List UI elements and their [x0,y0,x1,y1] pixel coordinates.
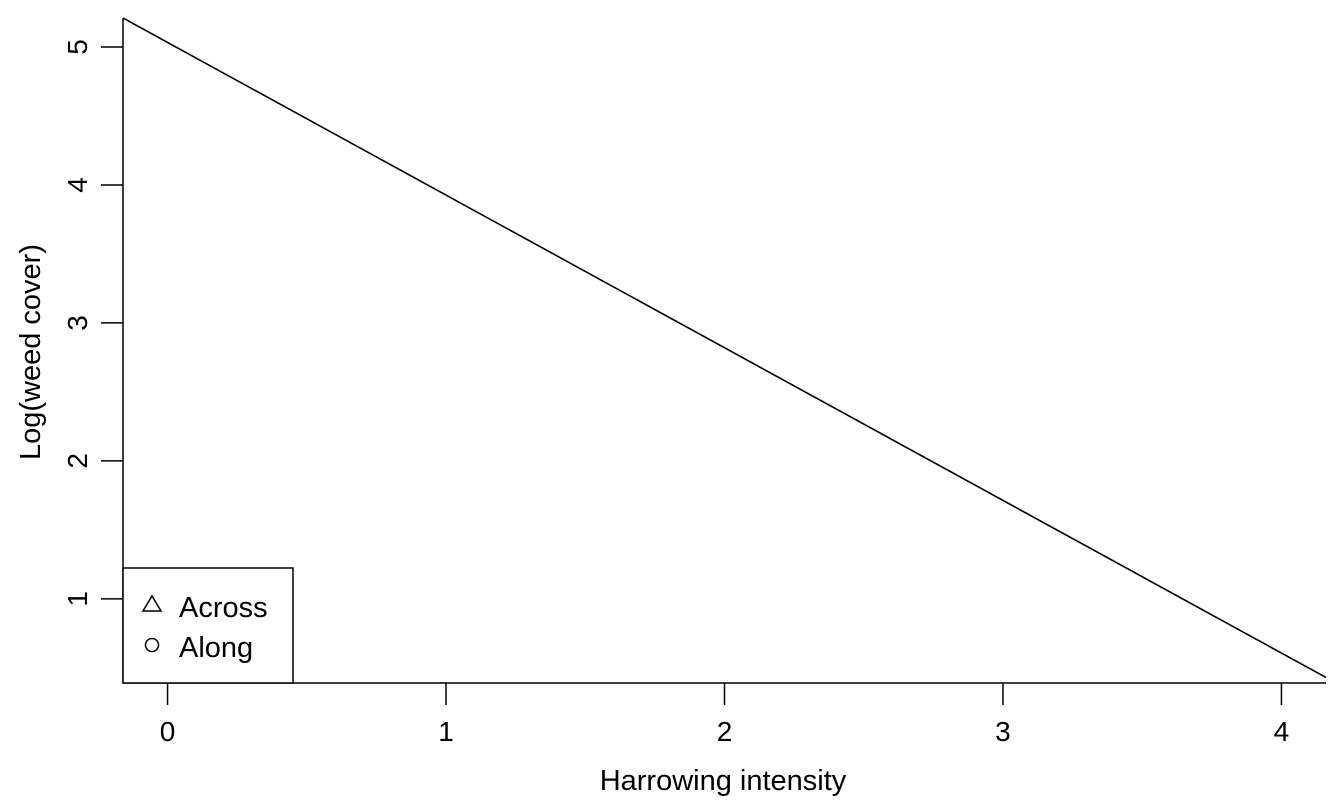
y-tick-label: 2 [62,453,93,469]
y-tick-label: 5 [62,39,93,55]
x-tick-label: 2 [717,716,733,747]
series-layer [122,17,1327,679]
y-axis-title: Log(weed cover) [15,244,47,460]
y-tick-label: 3 [62,315,93,331]
y-tick-label: 4 [62,177,93,193]
legend: Across Along [122,567,294,684]
legend-box [122,567,294,684]
x-tick-label: 1 [438,716,454,747]
legend-marker-triangle-icon [141,594,163,612]
axes: 0 1 2 3 4 1 2 3 4 5 [62,18,1326,747]
x-tick-label: 0 [160,716,176,747]
x-axis-title: Harrowing intensity [600,765,847,797]
legend-label-along: Along [179,632,253,664]
legend-label-across: Across [179,592,268,624]
x-tick-label: 3 [995,716,1011,747]
legend-marker-circle-icon [144,637,160,653]
series-line [122,17,1327,679]
y-tick-label: 1 [62,591,93,607]
x-tick-label: 4 [1274,716,1290,747]
